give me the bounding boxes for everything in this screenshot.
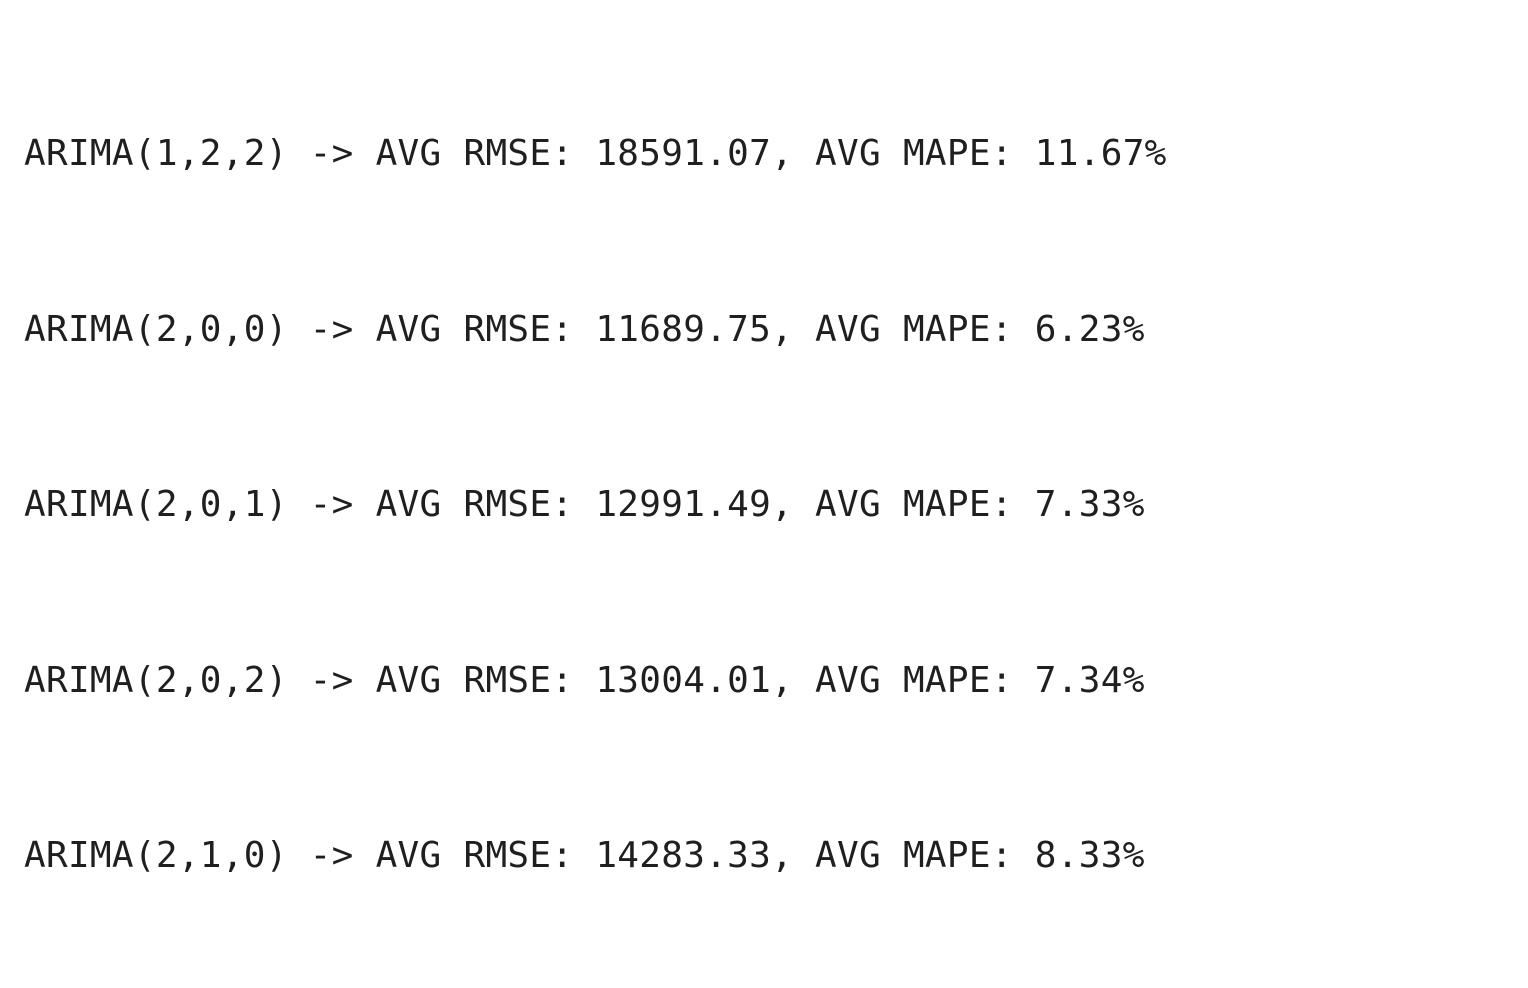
result-line: ARIMA(2,0,0) -> AVG RMSE: 11689.75, AVG … — [24, 308, 1145, 350]
result-line: ARIMA(2,0,1) -> AVG RMSE: 12991.49, AVG … — [24, 484, 1145, 525]
console-output: ARIMA(1,2,2) -> AVG RMSE: 18591.07, AVG … — [24, 8, 1191, 988]
result-line: ARIMA(2,0,2) -> AVG RMSE: 13004.01, AVG … — [24, 659, 1145, 701]
result-line: ARIMA(2,1,0) -> AVG RMSE: 14283.33, AVG … — [24, 835, 1145, 876]
result-line: ARIMA(1,2,2) -> AVG RMSE: 18591.07, AVG … — [24, 133, 1167, 174]
